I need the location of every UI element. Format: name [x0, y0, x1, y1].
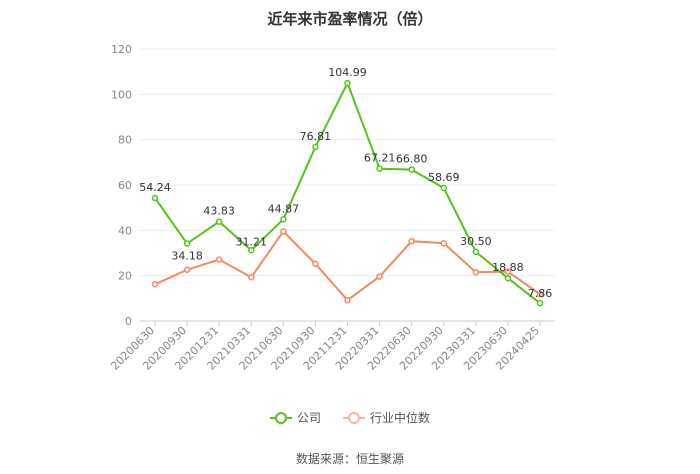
series-point-0	[408, 166, 415, 173]
series-point-0	[472, 248, 480, 256]
series-point-1	[183, 266, 191, 274]
data-label: 67.21	[364, 152, 396, 165]
series-point-1	[215, 256, 223, 263]
series-point-0	[536, 299, 544, 307]
y-tick-label: 120	[111, 43, 132, 56]
series-point-0	[376, 165, 383, 172]
data-label: 44.87	[268, 202, 300, 215]
data-label: 7.86	[528, 287, 553, 300]
series-point-1	[408, 237, 415, 245]
y-tick-label: 40	[118, 224, 132, 237]
series-point-0	[344, 79, 351, 87]
legend-swatch-industry-median	[343, 411, 365, 424]
legend: 公司 行业中位数	[0, 409, 700, 426]
data-label: 31.21	[236, 235, 268, 248]
y-axis: 0 20 40 60 80 100 120	[111, 43, 132, 328]
data-label: 34.18	[171, 250, 203, 263]
y-tick-label: 0	[125, 315, 132, 328]
grid-lines	[140, 48, 555, 322]
series-point-0	[215, 218, 223, 225]
series-point-0	[183, 240, 191, 247]
series-point-0	[151, 194, 159, 202]
series-point-0	[280, 216, 287, 223]
data-label: 43.83	[203, 205, 235, 218]
series-point-0	[440, 184, 447, 192]
chart-title: 近年来市盈率情况（倍）	[267, 10, 433, 28]
y-tick-label: 20	[118, 270, 132, 283]
y-tick-label: 80	[118, 134, 132, 147]
legend-item-company[interactable]: 公司	[269, 409, 321, 426]
data-label: 18.88	[492, 261, 524, 274]
data-label: 58.69	[428, 171, 460, 184]
series-point-0	[504, 274, 512, 282]
data-labels: 54.24 34.18 43.83 31.21 44.87 76.81 104.99 67.2…	[139, 66, 552, 300]
series-point-1	[440, 240, 447, 247]
series-point-1	[280, 228, 287, 235]
series-point-1	[344, 296, 351, 304]
series-point-0	[248, 247, 255, 254]
legend-swatch-company	[269, 411, 292, 424]
series-lines	[151, 79, 544, 307]
series-point-1	[472, 269, 480, 276]
legend-label-industry-median: 行业中位数	[370, 411, 431, 425]
legend-item-industry-median[interactable]: 行业中位数	[343, 409, 430, 426]
data-source: 数据来源：恒生聚源	[295, 452, 404, 466]
series-point-1	[504, 268, 512, 275]
data-label: 54.24	[139, 181, 171, 194]
data-label: 104.99	[328, 66, 367, 79]
series-point-1	[312, 260, 319, 268]
series-point-1	[376, 273, 383, 280]
data-label: 30.50	[460, 235, 492, 248]
y-tick-label: 100	[111, 88, 132, 101]
series-point-0	[312, 143, 319, 151]
x-axis: 2020063020200930202012312021033120210630…	[108, 321, 542, 373]
series-point-1	[151, 281, 159, 288]
series-point-1	[248, 274, 255, 281]
series-point-1	[536, 291, 544, 298]
data-label: 76.81	[300, 130, 332, 143]
series-line-0	[154, 80, 541, 304]
y-tick-label: 60	[118, 179, 132, 192]
legend-label-company: 公司	[296, 411, 321, 425]
data-label: 66.80	[396, 153, 428, 166]
